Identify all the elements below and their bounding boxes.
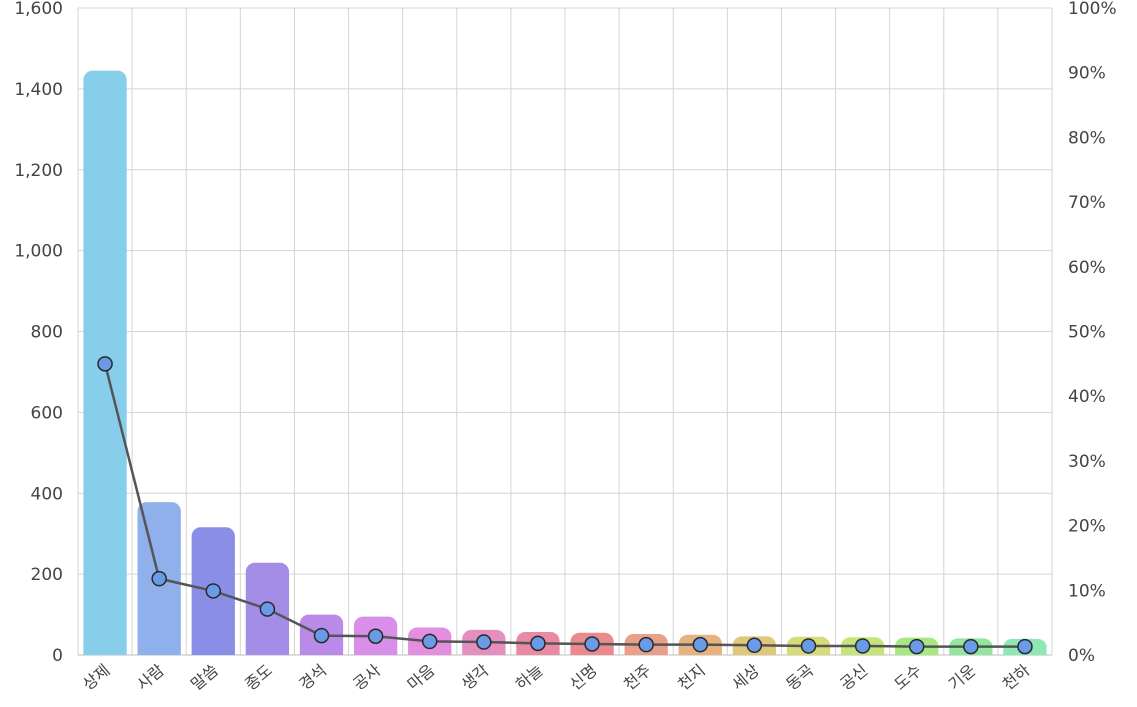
y-tick-label: 1,400 (14, 80, 63, 100)
line-point (367, 628, 384, 644)
line-point (421, 633, 438, 650)
x-tick-label: 종도 (241, 661, 276, 694)
x-tick-label: 상제 (79, 661, 114, 694)
percentage-line (103, 363, 1025, 648)
x-tick-label: 동곡 (782, 661, 817, 694)
bar-base (191, 645, 235, 655)
x-tick-label: 세상 (728, 660, 763, 694)
grid-layer (77, 7, 1053, 656)
line-point (963, 638, 979, 655)
line-point (1017, 638, 1033, 655)
line-point (313, 627, 330, 644)
bar-base (462, 645, 506, 655)
line-point (692, 636, 709, 653)
x-tick-label: 생각 (458, 660, 493, 694)
line-point (800, 638, 817, 654)
y-tick-label: 200 (31, 565, 63, 585)
y2-tick-label: 40% (1068, 387, 1106, 407)
y-tick-label: 400 (31, 484, 63, 504)
y-tick-label: 1,600 (14, 0, 63, 19)
y-tick-label: 800 (31, 323, 63, 343)
y-tick-label: 0 (52, 646, 63, 666)
line-point (854, 638, 871, 654)
x-tick-label: 신명 (566, 661, 601, 694)
y2-tick-label: 100% (1068, 0, 1117, 19)
y-tick-label: 600 (31, 403, 63, 423)
x-tick-label: 사람 (133, 660, 168, 694)
line-point (584, 636, 600, 652)
left-axis-ticks: 0 200 400 600 800 1,000 1,200 1,400 1,600 (14, 0, 63, 666)
x-tick-label: 기운 (945, 661, 980, 694)
right-axis-ticks: 0% 10% 20% 30% 40% 50% 60% 70% 80% 90% 100% (1068, 0, 1117, 666)
x-tick-label: 천지 (674, 661, 709, 694)
line-point (746, 637, 763, 654)
line-point (908, 638, 925, 655)
bar-base (245, 645, 290, 655)
bar-base (408, 645, 452, 655)
x-tick-label: 마음 (404, 661, 439, 694)
x-tick-label: 천하 (999, 660, 1034, 694)
y2-tick-label: 10% (1068, 581, 1106, 601)
line-point (530, 635, 546, 652)
line-point (97, 356, 113, 372)
bar-base (299, 645, 344, 655)
x-tick-label: 하늘 (512, 661, 547, 694)
bar-base (137, 645, 181, 655)
x-tick-label: 공사 (349, 660, 384, 694)
y2-tick-label: 50% (1068, 323, 1106, 343)
line-point (638, 636, 654, 653)
y2-tick-label: 70% (1068, 193, 1106, 213)
bar-base (83, 645, 127, 655)
y2-tick-label: 0% (1068, 646, 1095, 666)
x-tick-label: 도수 (891, 661, 926, 694)
x-axis-ticks: 상제 사람 말씀 종도 경석 공사 마음 생각 하늘 신명 천주 천지 세상 동곡 공신 도수 기운 천하 (79, 660, 1034, 694)
x-tick-label: 천주 (620, 661, 655, 694)
bar-base (353, 645, 398, 655)
y2-tick-label: 20% (1068, 517, 1106, 537)
line-point (205, 583, 222, 599)
y2-tick-label: 90% (1068, 64, 1106, 84)
x-tick-label: 공신 (836, 661, 871, 694)
y-tick-label: 1,000 (14, 242, 63, 262)
y-tick-label: 1,200 (14, 161, 63, 181)
y2-tick-label: 30% (1068, 452, 1106, 472)
line-point (151, 570, 167, 587)
x-tick-label: 경석 (295, 661, 330, 694)
x-tick-label: 말씀 (187, 661, 222, 694)
line-layer (97, 356, 1033, 655)
y2-tick-label: 60% (1068, 258, 1106, 278)
y2-tick-label: 80% (1068, 128, 1106, 148)
line-point (476, 634, 492, 650)
line-point (259, 601, 276, 617)
